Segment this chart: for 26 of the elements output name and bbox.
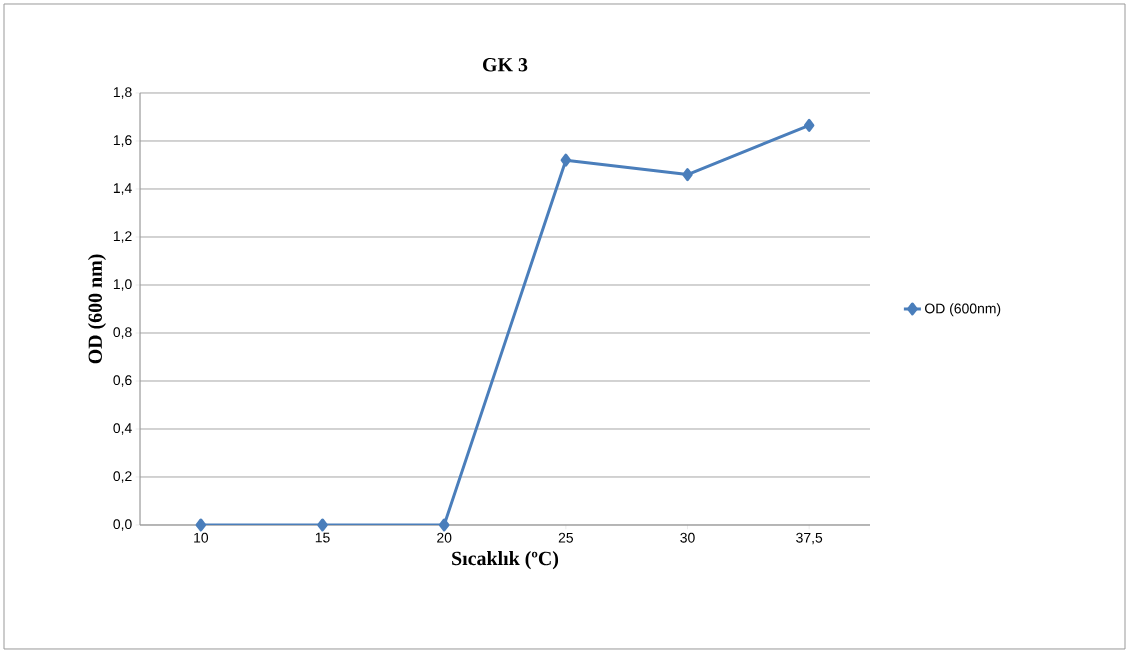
y-tick-label: 0,0 xyxy=(113,519,132,531)
point xyxy=(682,168,693,182)
point xyxy=(317,518,328,532)
point xyxy=(195,518,207,532)
y-tick-label: 0,4 xyxy=(113,423,132,435)
y-tick-label: 1,2 xyxy=(113,231,132,243)
point xyxy=(438,518,450,532)
x-axis-title: Sıcaklık (ºC) xyxy=(452,551,559,570)
x-tick-label: 25 xyxy=(558,532,574,543)
y-tick-label: 0,6 xyxy=(113,375,132,387)
x-tick-label: 30 xyxy=(680,532,695,543)
point xyxy=(803,118,815,132)
chart-title: GK 3 xyxy=(483,58,528,72)
y-tick-label: 1,8 xyxy=(113,87,132,99)
x-tick-label: 37,5 xyxy=(796,532,823,545)
legend-label: OD (600nm) xyxy=(925,303,1001,317)
y-tick-label: 1,4 xyxy=(113,183,132,195)
y-tick-label: 1,6 xyxy=(113,135,132,147)
x-tick-label: 15 xyxy=(315,532,330,543)
y-axis-title: OD (600 nm) xyxy=(87,254,106,364)
y-tick-label: 1,0 xyxy=(113,279,132,291)
x-tick-label: 10 xyxy=(194,532,209,543)
y-tick-label: 0,2 xyxy=(113,471,132,483)
y-tick-label: 0,8 xyxy=(113,327,132,339)
x-tick-label: 20 xyxy=(437,532,452,543)
point xyxy=(560,153,572,167)
